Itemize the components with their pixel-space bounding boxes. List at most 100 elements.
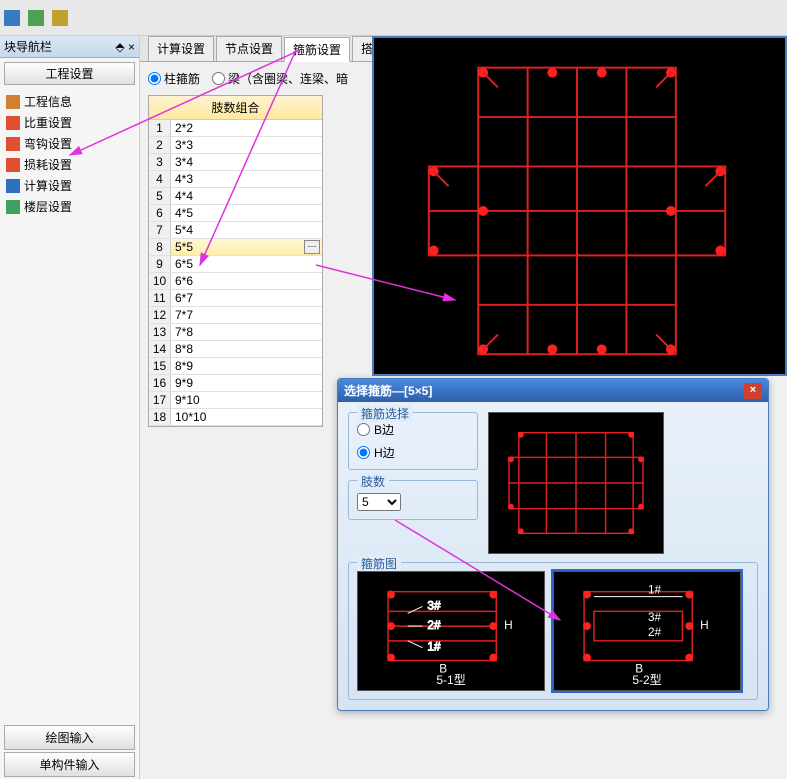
grid-row[interactable]: 158*9	[149, 358, 322, 375]
grid-row[interactable]: 85*5⋯	[149, 239, 322, 256]
grid-row[interactable]: 148*8	[149, 341, 322, 358]
stirrup-diagram-fieldset: 箍筋图	[348, 562, 758, 700]
grid-row[interactable]: 1810*10	[149, 409, 322, 426]
grid-cell[interactable]: 2*2	[171, 120, 322, 136]
dialog-body: 箍筋选择 B边 H边 肢数 5	[338, 402, 768, 710]
nav-item-calc[interactable]: 计算设置	[2, 175, 137, 196]
grid-cell[interactable]: 3*3	[171, 137, 322, 153]
doc-icon	[6, 95, 20, 109]
grid-header: 肢数组合	[149, 96, 322, 120]
row-number: 16	[149, 375, 171, 391]
nav-item-label: 楼层设置	[24, 198, 72, 215]
toolbar-icon[interactable]	[52, 10, 68, 26]
grid-cell[interactable]: 7*7	[171, 307, 322, 323]
radio-input[interactable]	[357, 423, 370, 436]
nav-title-button[interactable]: 工程设置	[4, 62, 135, 85]
grid-cell[interactable]: 5*5⋯	[171, 239, 322, 255]
layers-icon	[6, 200, 20, 214]
radio-label: B边	[374, 421, 394, 438]
grid-cell[interactable]: 4*4	[171, 188, 322, 204]
row-number: 12	[149, 307, 171, 323]
row-number: 18	[149, 409, 171, 425]
tab-node[interactable]: 节点设置	[216, 36, 282, 61]
grid-row[interactable]: 64*5	[149, 205, 322, 222]
stirrup-type-5-2[interactable]: 1# 3# 2# H B 5-2型	[553, 571, 741, 691]
grid-cell[interactable]: 8*8	[171, 341, 322, 357]
radio-input[interactable]	[357, 446, 370, 459]
radio-label: 柱箍筋	[164, 70, 200, 87]
row-number: 3	[149, 154, 171, 170]
svg-text:1#: 1#	[648, 583, 662, 597]
grid-row[interactable]: 54*4	[149, 188, 322, 205]
stirrup-select-fieldset: 箍筋选择 B边 H边	[348, 412, 478, 470]
grid-cell[interactable]: 6*7	[171, 290, 322, 306]
row-number: 13	[149, 324, 171, 340]
grid-row[interactable]: 12*2	[149, 120, 322, 137]
grid-row[interactable]: 137*8	[149, 324, 322, 341]
grid-cell[interactable]: 6*6	[171, 273, 322, 289]
nav-draw-input-button[interactable]: 绘图输入	[4, 725, 135, 750]
grid-cell[interactable]: 9*10	[171, 392, 322, 408]
grid-row[interactable]: 106*6	[149, 273, 322, 290]
grid-row[interactable]: 23*3	[149, 137, 322, 154]
grid-row[interactable]: 179*10	[149, 392, 322, 409]
grid-row[interactable]: 33*4	[149, 154, 322, 171]
grid-row[interactable]: 116*7	[149, 290, 322, 307]
nav-bottom: 绘图输入 单构件输入	[0, 723, 139, 779]
svg-text:H: H	[700, 618, 709, 632]
tab-calc[interactable]: 计算设置	[148, 36, 214, 61]
grid-row[interactable]: 75*4	[149, 222, 322, 239]
ellipsis-button[interactable]: ⋯	[304, 240, 320, 254]
nav-header: 块导航栏 ⬘ ×	[0, 36, 139, 58]
tab-stirrup[interactable]: 箍筋设置	[284, 37, 350, 62]
row-number: 5	[149, 188, 171, 204]
row-number: 17	[149, 392, 171, 408]
nav-item-hook[interactable]: 弯钩设置	[2, 133, 137, 154]
radio-beam-stirrup[interactable]: 梁（含圈梁、连梁、暗	[212, 70, 348, 87]
radio-b-side[interactable]: B边	[357, 421, 469, 438]
grid-cell[interactable]: 4*5	[171, 205, 322, 221]
legs-select[interactable]: 5	[357, 493, 401, 511]
nav-item-label: 比重设置	[24, 114, 72, 131]
toolbar-icon[interactable]	[28, 10, 44, 26]
nav-single-input-button[interactable]: 单构件输入	[4, 752, 135, 777]
grid-row[interactable]: 96*5	[149, 256, 322, 273]
grid-cell[interactable]: 5*4	[171, 222, 322, 238]
toolbar-icon[interactable]	[4, 10, 20, 26]
grid-cell[interactable]: 9*9	[171, 375, 322, 391]
radio-column-stirrup[interactable]: 柱箍筋	[148, 70, 200, 87]
grid-row[interactable]: 44*3	[149, 171, 322, 188]
grid-cell[interactable]: 8*9	[171, 358, 322, 374]
nav-item-loss[interactable]: 损耗设置	[2, 154, 137, 175]
dialog-title: 选择箍筋—[5×5]	[344, 382, 432, 399]
dialog-titlebar[interactable]: 选择箍筋—[5×5] ×	[338, 379, 768, 402]
wrench-icon	[6, 116, 20, 130]
grid-row[interactable]: 169*9	[149, 375, 322, 392]
row-number: 15	[149, 358, 171, 374]
rebar-preview-svg	[374, 38, 785, 374]
row-number: 6	[149, 205, 171, 221]
nav-item-floor[interactable]: 楼层设置	[2, 196, 137, 217]
grid-cell[interactable]: 3*4	[171, 154, 322, 170]
close-icon[interactable]: ×	[744, 383, 762, 399]
grid-cell[interactable]: 7*8	[171, 324, 322, 340]
nav-item-label: 工程信息	[24, 93, 72, 110]
stirrup-type-5-1[interactable]: 3# 2# 1# H B 5-1型	[357, 571, 545, 691]
radio-label: 梁（含圈梁、连梁、暗	[228, 70, 348, 87]
nav-item-project-info[interactable]: 工程信息	[2, 91, 137, 112]
nav-item-weight[interactable]: 比重设置	[2, 112, 137, 133]
row-number: 14	[149, 341, 171, 357]
row-number: 1	[149, 120, 171, 136]
grid-cell[interactable]: 6*5	[171, 256, 322, 272]
radio-h-side[interactable]: H边	[357, 444, 469, 461]
select-stirrup-dialog: 选择箍筋—[5×5] × 箍筋选择 B边 H边 肢数 5	[337, 378, 769, 711]
radio-input[interactable]	[212, 72, 225, 85]
grid-cell[interactable]: 10*10	[171, 409, 322, 425]
combination-grid: 肢数组合 12*223*333*444*354*464*575*485*5⋯96…	[148, 95, 323, 427]
grid-row[interactable]: 127*7	[149, 307, 322, 324]
radio-input[interactable]	[148, 72, 161, 85]
pin-icon[interactable]: ⬘ ×	[115, 40, 135, 54]
grid-cell[interactable]: 4*3	[171, 171, 322, 187]
row-number: 10	[149, 273, 171, 289]
stirrup-type-label: 5-2型	[554, 671, 740, 688]
